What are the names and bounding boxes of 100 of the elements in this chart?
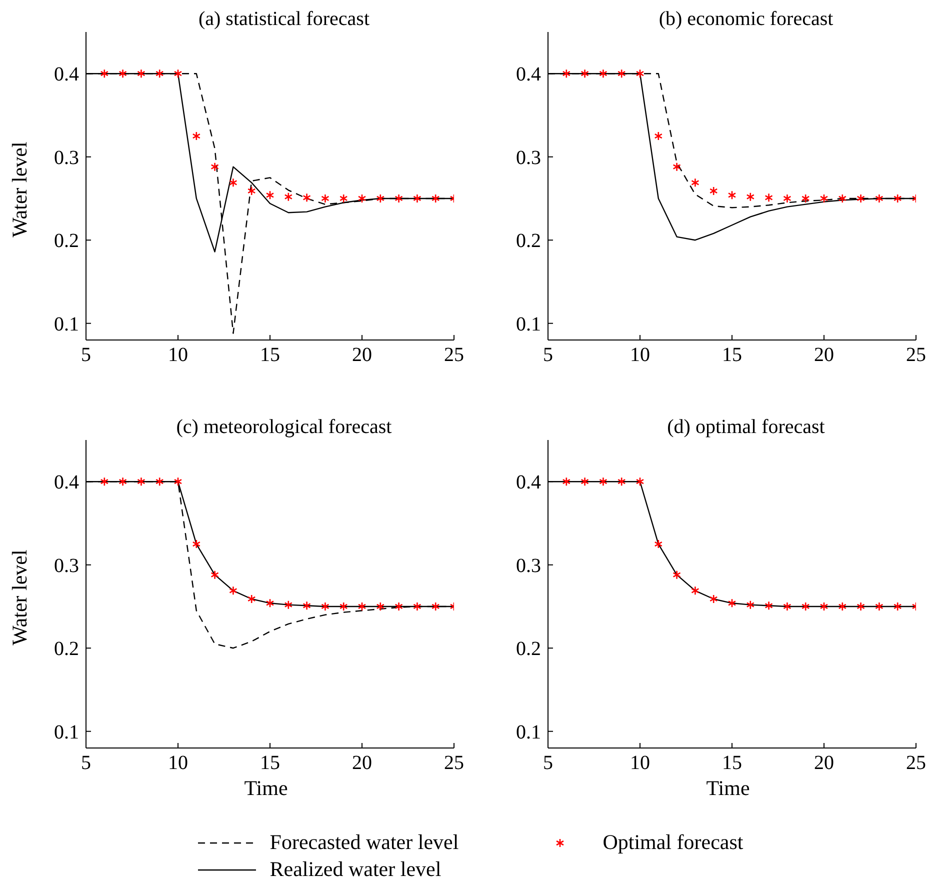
x-tick-label: 20 xyxy=(814,752,834,774)
point xyxy=(783,602,792,612)
point xyxy=(672,162,681,172)
point xyxy=(856,194,865,204)
y-tick-label: 0.3 xyxy=(516,146,541,169)
point xyxy=(321,194,330,204)
y-tick-label: 0.1 xyxy=(516,313,541,336)
point xyxy=(229,178,238,188)
x-tick-label: 15 xyxy=(722,752,742,774)
point xyxy=(302,193,311,202)
y-tick-label: 0.4 xyxy=(516,472,541,494)
point xyxy=(210,162,219,172)
x-tick-label: 20 xyxy=(352,752,372,774)
x-tick-label: 10 xyxy=(630,344,650,366)
y-tick-label: 0.1 xyxy=(516,721,541,744)
x-tick-label: 20 xyxy=(814,344,834,366)
y-tick-label: 0.3 xyxy=(54,554,79,577)
point xyxy=(266,190,274,200)
point xyxy=(394,602,403,612)
x-axis-title: Time xyxy=(705,776,751,801)
point xyxy=(783,194,792,204)
point xyxy=(617,476,626,486)
point xyxy=(431,194,440,204)
point xyxy=(247,186,256,196)
point xyxy=(801,602,810,612)
point xyxy=(137,476,146,486)
x-tick-label: 20 xyxy=(352,344,372,366)
y-tick-label: 0.4 xyxy=(516,64,541,86)
point xyxy=(431,602,440,612)
point xyxy=(118,68,127,78)
point xyxy=(709,186,718,196)
point xyxy=(672,570,681,580)
point xyxy=(838,602,847,612)
point xyxy=(376,602,385,612)
point xyxy=(174,68,182,78)
x-tick-label: 25 xyxy=(444,752,464,774)
point xyxy=(599,476,608,486)
chart-title: (d) optimal forecast xyxy=(666,416,826,440)
point xyxy=(636,68,644,78)
x-tick-label: 5 xyxy=(81,344,91,366)
chart-title: (c) meteorological forecast xyxy=(175,416,393,440)
x-tick-label: 10 xyxy=(168,752,188,774)
point xyxy=(358,602,366,612)
y-tick-label: 0.3 xyxy=(54,146,79,169)
point xyxy=(376,194,385,204)
point xyxy=(820,602,828,612)
point xyxy=(321,602,330,612)
point xyxy=(746,192,755,202)
x-tick-label: 5 xyxy=(543,752,553,774)
point xyxy=(394,194,403,204)
y-tick-label: 0.2 xyxy=(54,638,79,660)
chart-title: (b) economic forecast xyxy=(658,8,834,32)
x-tick-label: 5 xyxy=(543,344,553,366)
point xyxy=(192,539,201,549)
point xyxy=(746,600,755,610)
point xyxy=(413,194,422,204)
point xyxy=(875,194,884,204)
y-tick-label: 0.2 xyxy=(516,638,541,660)
y-tick-label: 0.1 xyxy=(54,721,79,744)
point xyxy=(580,476,589,486)
point xyxy=(137,68,146,78)
point xyxy=(764,193,773,202)
point xyxy=(691,178,700,188)
y-tick-label: 0.4 xyxy=(54,64,79,86)
point xyxy=(838,194,847,204)
point xyxy=(764,601,773,610)
point xyxy=(801,194,810,204)
x-axis-title: Time xyxy=(243,776,289,801)
point xyxy=(636,476,644,486)
point xyxy=(856,602,865,612)
point xyxy=(562,476,571,486)
x-tick-label: 10 xyxy=(168,344,188,366)
point xyxy=(691,586,700,596)
point xyxy=(413,602,422,612)
point xyxy=(100,68,109,78)
x-tick-label: 15 xyxy=(260,752,280,774)
point xyxy=(654,539,663,549)
x-tick-label: 15 xyxy=(260,344,280,366)
point xyxy=(247,594,256,604)
y-tick-label: 0.3 xyxy=(516,554,541,577)
point xyxy=(210,570,219,580)
y-tick-label: 0.2 xyxy=(54,230,79,252)
point xyxy=(302,601,311,610)
point xyxy=(118,476,127,486)
x-tick-label: 10 xyxy=(630,752,650,774)
point xyxy=(599,68,608,78)
x-tick-label: 25 xyxy=(444,344,464,366)
point xyxy=(174,476,182,486)
point xyxy=(893,602,902,612)
point xyxy=(820,194,828,204)
y-axis-title: Water level xyxy=(8,549,32,645)
point xyxy=(893,194,902,204)
legend-label: Optimal forecast xyxy=(602,830,744,855)
x-tick-label: 5 xyxy=(81,752,91,774)
point xyxy=(155,476,164,486)
point xyxy=(562,68,571,78)
x-tick-label: 25 xyxy=(906,344,926,366)
point xyxy=(284,192,293,202)
point xyxy=(358,194,366,204)
y-tick-label: 0.4 xyxy=(54,472,79,494)
